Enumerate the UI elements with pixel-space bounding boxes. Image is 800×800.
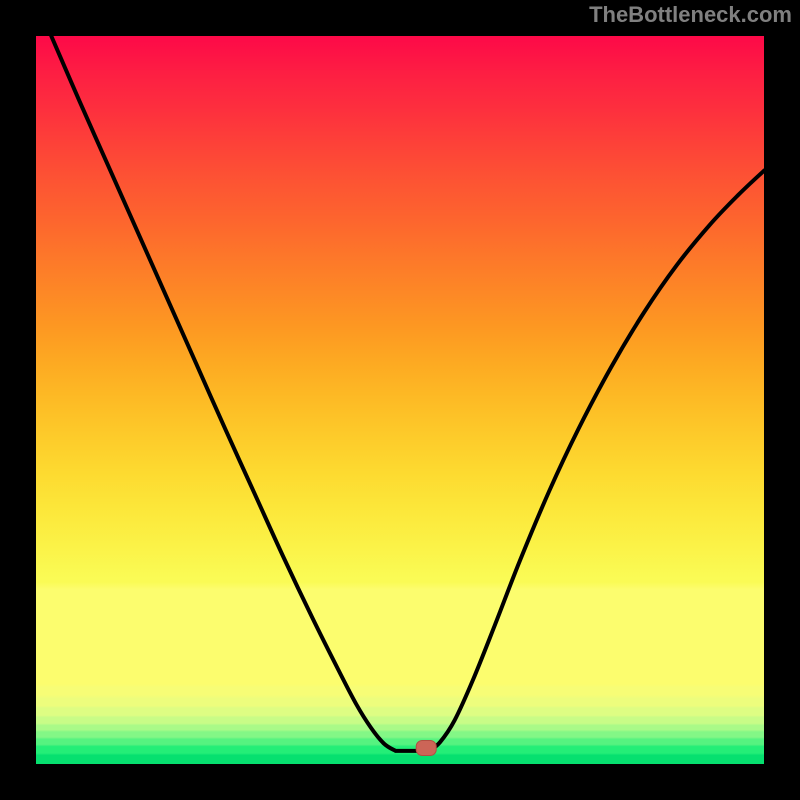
- current-point-marker: [416, 740, 436, 755]
- bottleneck-curve: [36, 36, 764, 764]
- watermark-text: TheBottleneck.com: [589, 2, 792, 28]
